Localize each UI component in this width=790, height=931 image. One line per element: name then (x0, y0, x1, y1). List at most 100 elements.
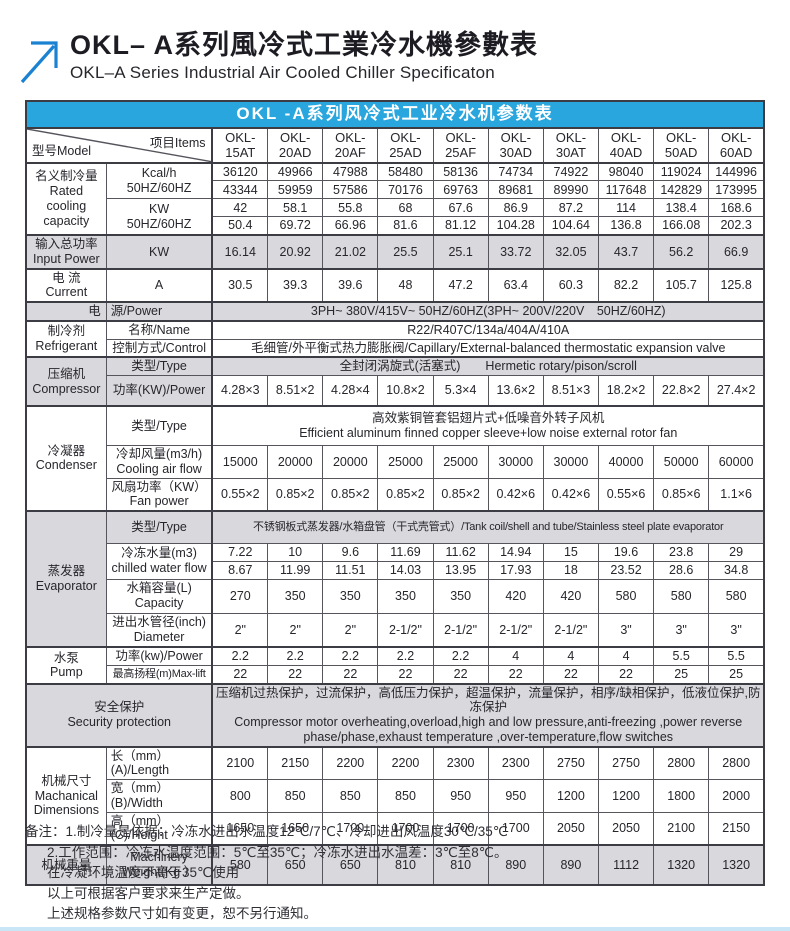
row-item-label: 最高扬程(m)Max-lift (105, 664, 213, 685)
spec-value-cell: 800 (211, 779, 269, 813)
table-row: KW 50HZ/60HZ 42 58.1 55.8 68 67.6 86.9 87.2 114 1… (26, 198, 765, 236)
spec-value-cell: 89681 (487, 180, 544, 200)
spec-value-cell: 890 (487, 844, 544, 886)
spec-value-cell: 0.55×6 (597, 477, 655, 512)
spec-value-cell: 25.5 (377, 234, 434, 270)
model-header-row: 型号Model 项目Items OKL- 15AT OKL- 20AD OKL- 20A… (25, 127, 765, 164)
spec-value-cell: 2-1/2" (487, 612, 544, 648)
spec-value-cell: 0.85×2 (432, 477, 489, 512)
row-item-label: 源/Power (105, 301, 213, 322)
spec-value-cell: 74734 (487, 161, 544, 182)
table-row: 50.4 69.72 66.96 81.6 81.12 104.28 104.64 136.8… (26, 216, 765, 236)
model-column-header: OKL- 30AD (487, 127, 544, 164)
spec-value-cell: 25 (653, 664, 710, 685)
spec-value-cell: 68 (377, 198, 434, 218)
spec-value-cell: 650 (267, 844, 324, 886)
corner-items-label: 项目Items (149, 136, 206, 150)
model-column-header: OKL- 25AF (432, 127, 489, 164)
spec-value-cell: 20000 (322, 445, 379, 479)
spec-value-cell: 56.2 (653, 234, 710, 270)
spec-value-cell: 39.3 (267, 267, 324, 303)
model-column-header: OKL- 15AT (211, 127, 269, 164)
spec-value-cell: 4.28×3 (211, 375, 269, 407)
spec-value-cell: 10 (267, 542, 324, 562)
table-row: 安全保护 Security protection 压缩机过热保护，过流保护，高低压… (25, 682, 765, 748)
spec-value-cell: 60.3 (542, 267, 599, 303)
spec-value-cell: 49966 (267, 161, 324, 182)
row-group-label: 机械尺寸 Machanical Dimensions (25, 745, 107, 846)
table-row: 冷冻水量(m3) chilled water flow 7.22 10 9.6 11.6… (26, 542, 765, 580)
spec-value-cell: 14.03 (377, 560, 434, 580)
row-item-label: 风扇功率（KW） Fan power (105, 477, 213, 512)
table-row: 蒸发器 Evaporator 类型/Type 不锈钢板式蒸发器/水箱盘管（干式壳管式… (25, 510, 765, 648)
spec-value-cell: 81.12 (432, 216, 489, 236)
table-row: 名义制冷量 Rated cooling capacity Kcal/h 50HZ/… (25, 161, 765, 236)
spec-value-cell: 98040 (597, 161, 655, 182)
spec-value-cell: 11.69 (377, 542, 434, 562)
row-group-label: 电 (25, 301, 107, 322)
row-item-label: 名称/Name (105, 319, 213, 340)
spec-value-cell: 142829 (653, 180, 710, 200)
note-line: 2.工作范围：冷冻水温度范围：5℃至35℃；冷冻水进出水温差：3℃至8℃。 (47, 844, 508, 860)
spec-value-cell: 2150 (708, 811, 765, 846)
spec-value-span: 毛细管/外平衡式热力膨胀阀/Capillary/External-balance… (211, 338, 765, 358)
spec-value-cell: 22 (267, 664, 324, 685)
spec-value-cell: 59959 (267, 180, 324, 200)
spec-value-cell: 30000 (487, 445, 544, 479)
spec-value-cell: 2800 (653, 745, 710, 781)
spec-value-cell: 50000 (653, 445, 710, 479)
spec-value-cell: 21.02 (322, 234, 379, 270)
spec-value-cell: 950 (487, 779, 544, 813)
spec-value-cell: 7.22 (211, 542, 269, 562)
model-column-header: OKL- 60AD (708, 127, 765, 164)
table-row: 机械尺寸 Machanical Dimensions 长（mm）(A)/Lengt… (25, 745, 765, 846)
spec-value-cell: 39.6 (322, 267, 379, 303)
spec-value-cell: 810 (377, 844, 434, 886)
table-row: 最高扬程(m)Max-lift 22 22 22 22 22 22 22 22 25 25 (26, 664, 765, 685)
model-column-header: OKL- 25AD (377, 127, 434, 164)
spec-value-cell: 11.99 (267, 560, 324, 580)
spec-value-cell: 202.3 (708, 216, 765, 236)
row-item-label: 类型/Type (105, 356, 213, 377)
table-row: 8.67 11.99 11.51 14.03 13.95 17.93 18 23.52 28.6… (26, 560, 765, 580)
spec-value-span: R22/R407C/134a/404A/410A (211, 319, 765, 340)
model-column-header: OKL- 50AD (653, 127, 710, 164)
spec-value-span: 高效紫铜管套铝翅片式+低噪音外转子风机 Efficient aluminum f… (211, 404, 765, 447)
spec-value-cell: 166.08 (653, 216, 710, 236)
spec-value-cell: 2-1/2" (432, 612, 489, 648)
spec-value-cell: 5.5 (653, 646, 710, 666)
note-line: 以上可根据客户要求来生产定做。 (47, 885, 250, 901)
spec-value-cell: 23.52 (597, 560, 655, 580)
row-item-label: 冷冻水量(m3) chilled water flow (105, 542, 213, 580)
spec-value-cell: 3" (653, 612, 710, 648)
spec-value-cell: 0.85×2 (322, 477, 379, 512)
spec-value-cell: 2" (267, 612, 324, 648)
spec-value-cell: 25.1 (432, 234, 489, 270)
spec-value-cell: 22 (542, 664, 599, 685)
spec-value-cell: 48 (377, 267, 434, 303)
spec-value-cell: 22 (211, 664, 269, 685)
page-subtitle: OKL–A Series Industrial Air Cooled Chill… (70, 63, 495, 83)
spec-value-cell: 50.4 (211, 216, 269, 236)
row-item-label: 控制方式/Control (105, 338, 213, 358)
row-item-label: 水箱容量(L) Capacity (105, 578, 213, 614)
spec-value-cell: 168.6 (708, 198, 765, 218)
spec-value-cell: 60000 (708, 445, 765, 479)
spec-value-cell: 16.14 (211, 234, 269, 270)
spec-value-cell: 33.72 (487, 234, 544, 270)
spec-value-cell: 1700 (377, 811, 434, 846)
spec-value-cell: 22 (377, 664, 434, 685)
spec-value-cell: 0.55×2 (211, 477, 269, 512)
spec-value-cell: 2300 (432, 745, 489, 781)
spec-value-cell: 850 (322, 779, 379, 813)
spec-value-cell: 850 (267, 779, 324, 813)
row-item-label: 功率(KW)/Power (105, 375, 213, 407)
spec-value-cell: 105.7 (653, 267, 710, 303)
spec-value-cell: 650 (322, 844, 379, 886)
spec-value-cell: 47988 (322, 161, 379, 182)
spec-value-cell: 74922 (542, 161, 599, 182)
spec-value-cell: 13.6×2 (487, 375, 544, 407)
spec-value-cell: 138.4 (653, 198, 710, 218)
spec-value-cell: 22 (487, 664, 544, 685)
table-row: 宽（mm）(B)/Width 800 850 850 850 950 950 1200 1200… (26, 779, 765, 813)
